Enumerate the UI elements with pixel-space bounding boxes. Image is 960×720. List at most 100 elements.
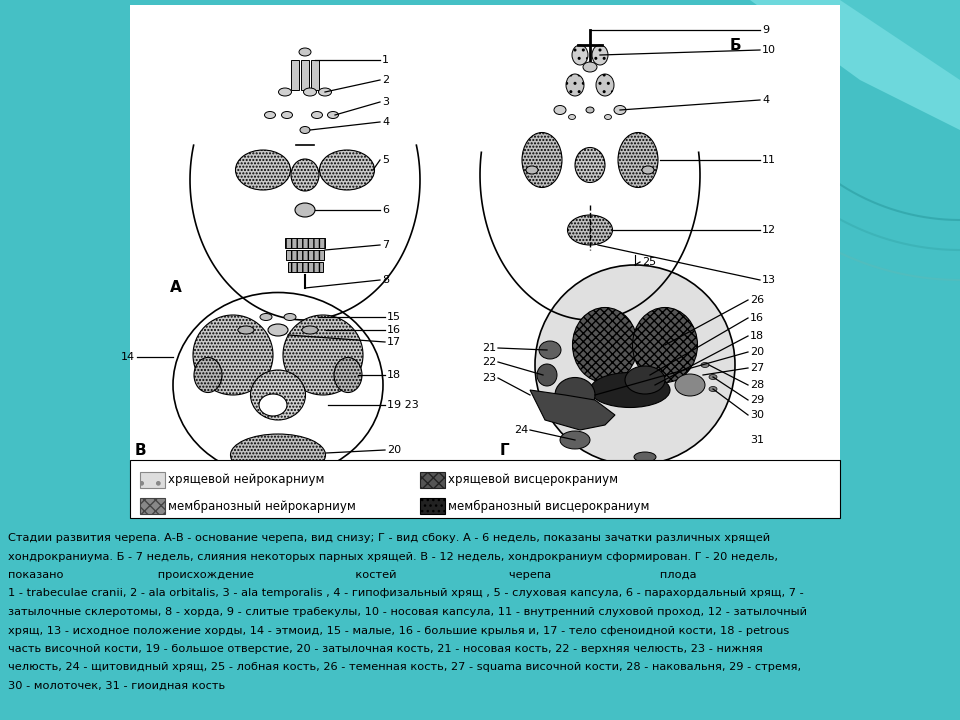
Ellipse shape xyxy=(567,215,612,245)
Ellipse shape xyxy=(300,127,310,133)
Text: 14: 14 xyxy=(121,352,135,362)
Text: 4: 4 xyxy=(762,95,769,105)
Ellipse shape xyxy=(319,88,331,96)
Bar xyxy=(420,498,445,514)
Ellipse shape xyxy=(303,88,317,96)
Ellipse shape xyxy=(522,132,562,187)
Ellipse shape xyxy=(596,74,614,96)
Text: 29: 29 xyxy=(750,395,764,405)
Ellipse shape xyxy=(590,372,670,408)
Ellipse shape xyxy=(709,387,717,392)
Text: 16: 16 xyxy=(387,325,401,335)
Ellipse shape xyxy=(592,45,608,65)
Text: 1: 1 xyxy=(382,55,389,65)
Ellipse shape xyxy=(566,74,584,96)
Ellipse shape xyxy=(295,203,315,217)
Ellipse shape xyxy=(614,106,626,114)
Ellipse shape xyxy=(230,434,325,476)
Text: В: В xyxy=(135,443,147,458)
Ellipse shape xyxy=(265,112,276,119)
Text: 2: 2 xyxy=(382,75,389,85)
Ellipse shape xyxy=(278,88,292,96)
Ellipse shape xyxy=(259,394,287,416)
Ellipse shape xyxy=(709,374,717,379)
Text: челюсть, 24 - щитовидный хрящ, 25 - лобная кость, 26 - теменная кость, 27 - squa: челюсть, 24 - щитовидный хрящ, 25 - лобн… xyxy=(8,662,802,672)
Ellipse shape xyxy=(235,150,291,190)
Bar xyxy=(130,5,840,463)
Text: 26: 26 xyxy=(750,295,764,305)
Text: 30 - молоточек, 31 - гиоидная кость: 30 - молоточек, 31 - гиоидная кость xyxy=(8,681,226,691)
Bar xyxy=(420,472,445,488)
Text: 27: 27 xyxy=(750,363,764,373)
Ellipse shape xyxy=(526,166,538,174)
Ellipse shape xyxy=(555,377,595,413)
Ellipse shape xyxy=(194,358,222,392)
Bar xyxy=(301,60,309,90)
Bar xyxy=(288,262,323,272)
Text: 31: 31 xyxy=(750,435,764,445)
Text: 22: 22 xyxy=(482,357,496,367)
Bar xyxy=(311,60,319,90)
Text: 28: 28 xyxy=(750,380,764,390)
Circle shape xyxy=(535,265,735,465)
Text: 18: 18 xyxy=(387,370,401,380)
Ellipse shape xyxy=(701,362,709,367)
Text: 18: 18 xyxy=(750,331,764,341)
Ellipse shape xyxy=(173,292,383,477)
Ellipse shape xyxy=(586,107,594,113)
Text: мембранозный нейрокарниум: мембранозный нейрокарниум xyxy=(168,500,356,513)
Text: Стадии развития черепа. А-В - основание черепа, вид снизу; Г - вид сбоку. А - 6 : Стадии развития черепа. А-В - основание … xyxy=(8,533,770,543)
Text: 19 23: 19 23 xyxy=(387,400,419,410)
Text: хрящевой висцерокраниум: хрящевой висцерокраниум xyxy=(448,474,618,487)
Text: 10: 10 xyxy=(762,45,776,55)
Ellipse shape xyxy=(575,148,605,182)
Ellipse shape xyxy=(284,313,296,320)
Text: 30: 30 xyxy=(750,410,764,420)
Ellipse shape xyxy=(625,366,665,394)
Text: 6: 6 xyxy=(382,205,389,215)
Bar xyxy=(130,460,840,518)
Ellipse shape xyxy=(560,431,590,449)
Ellipse shape xyxy=(675,374,705,396)
Text: 9: 9 xyxy=(762,25,769,35)
Ellipse shape xyxy=(537,364,557,386)
Bar xyxy=(140,472,165,488)
Text: 23: 23 xyxy=(482,373,496,383)
PathPatch shape xyxy=(750,0,960,130)
Ellipse shape xyxy=(327,112,339,119)
Text: 25: 25 xyxy=(642,257,656,267)
Text: показано                          происхождение                            косте: показано происхождение косте xyxy=(8,570,697,580)
Text: 24: 24 xyxy=(514,425,528,435)
Ellipse shape xyxy=(193,315,273,395)
Text: затылочные склеротомы, 8 - хорда, 9 - слитые трабекулы, 10 - носовая капсула, 11: затылочные склеротомы, 8 - хорда, 9 - сл… xyxy=(8,607,807,617)
Text: часть височной кости, 19 - большое отверстие, 20 - затылочная кость, 21 - носова: часть височной кости, 19 - большое отвер… xyxy=(8,644,763,654)
Text: 20: 20 xyxy=(750,347,764,357)
Text: Б: Б xyxy=(730,38,742,53)
Bar xyxy=(291,60,299,90)
Ellipse shape xyxy=(642,166,654,174)
Text: 5: 5 xyxy=(382,155,389,165)
Ellipse shape xyxy=(605,114,612,120)
Bar xyxy=(140,498,165,514)
Text: 13: 13 xyxy=(762,275,776,285)
Text: 4: 4 xyxy=(382,117,389,127)
Text: хрящевой нейрокарниум: хрящевой нейрокарниум xyxy=(168,474,324,487)
Ellipse shape xyxy=(618,132,658,187)
Text: 8: 8 xyxy=(382,275,389,285)
Ellipse shape xyxy=(572,45,588,65)
Ellipse shape xyxy=(302,326,318,334)
Text: 12: 12 xyxy=(762,225,776,235)
PathPatch shape xyxy=(840,0,960,80)
Text: 21: 21 xyxy=(482,343,496,353)
Ellipse shape xyxy=(260,313,272,320)
Polygon shape xyxy=(530,390,615,430)
Text: А: А xyxy=(170,280,181,295)
Text: 7: 7 xyxy=(382,240,389,250)
Ellipse shape xyxy=(572,307,637,382)
Ellipse shape xyxy=(291,159,319,191)
Text: 20: 20 xyxy=(387,445,401,455)
Ellipse shape xyxy=(583,62,597,72)
Ellipse shape xyxy=(251,370,305,420)
Text: хондрокраниума. Б - 7 недель, слияния некоторых парных хрящей. В - 12 недель, хо: хондрокраниума. Б - 7 недель, слияния не… xyxy=(8,552,778,562)
Ellipse shape xyxy=(568,114,575,120)
